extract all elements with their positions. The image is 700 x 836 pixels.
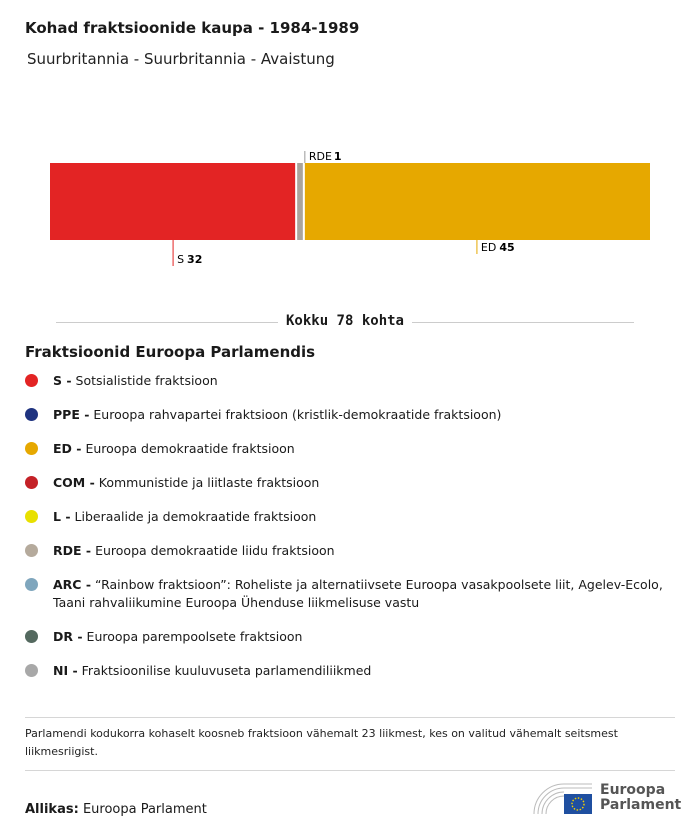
legend-item: ARC - “Rainbow fraktsioon”: Roheliste ja … (25, 576, 675, 612)
legend-code: DR - (53, 629, 83, 644)
legend-swatch (25, 510, 38, 523)
legend-code: PPE - (53, 407, 90, 422)
european-parliament-logo: Euroopa Parlament (530, 780, 681, 816)
legend-name: Euroopa rahvapartei fraktsioon (kristlik… (93, 407, 502, 422)
legend-item: ED - Euroopa demokraatide fraktsioon (25, 440, 675, 458)
legend-name: Euroopa demokraatide fraktsioon (85, 441, 295, 456)
legend: S - Sotsialistide fraktsioon PPE - Euroopa … (25, 372, 675, 696)
legend-item: RDE - Euroopa demokraatide liidu fraktsio… (25, 542, 675, 560)
legend-swatch (25, 544, 38, 557)
total-seats: Kokku 78 kohta (56, 312, 634, 332)
bar-label: ED 45 (481, 241, 515, 254)
legend-swatch (25, 408, 38, 421)
legend-swatch (25, 664, 38, 677)
legend-name: Euroopa demokraatide liidu fraktsioon (95, 543, 335, 558)
source: Allikas: Euroopa Parlament (25, 802, 207, 817)
chart-title: Kohad fraktsioonide kaupa - 1984-1989 (25, 19, 360, 37)
legend-code: L - (53, 509, 71, 524)
legend-code: ARC - (53, 577, 92, 592)
legend-item: NI - Fraktsioonilise kuuluvuseta parlamen… (25, 662, 675, 680)
footnote: Parlamendi kodukorra kohaselt koosneb fr… (25, 727, 618, 758)
legend-item: DR - Euroopa parempoolsete fraktsioon (25, 628, 675, 646)
bar-label: S 32 (177, 253, 202, 266)
legend-item: PPE - Euroopa rahvapartei fraktsioon (kri… (25, 406, 675, 424)
legend-name: Euroopa parempoolsete fraktsioon (86, 629, 303, 644)
legend-name: Sotsialistide fraktsioon (75, 373, 218, 388)
legend-name: “Rainbow fraktsioon”: Roheliste ja alter… (53, 577, 663, 610)
legend-swatch (25, 476, 38, 489)
legend-code: S - (53, 373, 72, 388)
seat-bar-chart: S 32 RDE 1 ED 45 (50, 150, 650, 266)
legend-swatch (25, 630, 38, 643)
legend-item: S - Sotsialistide fraktsioon (25, 372, 675, 390)
logo-line1: Euroopa (600, 782, 666, 798)
legend-swatch (25, 374, 38, 387)
legend-item: L - Liberaalide ja demokraatide fraktsioo… (25, 508, 675, 526)
legend-code: COM - (53, 475, 95, 490)
total-label: Kokku 78 kohta (277, 313, 412, 329)
bar-S (50, 163, 296, 240)
legend-code: ED - (53, 441, 82, 456)
legend-swatch (25, 578, 38, 591)
legend-name: Kommunistide ja liitlaste fraktsioon (98, 475, 320, 490)
source-label: Allikas: (25, 802, 79, 817)
legend-swatch (25, 442, 38, 455)
divider (25, 770, 675, 771)
bar-label: RDE 1 (309, 150, 342, 163)
legend-item: COM - Kommunistide ja liitlaste fraktsioo… (25, 474, 675, 492)
source-value: Euroopa Parlament (82, 802, 207, 817)
legend-code: NI - (53, 663, 78, 678)
legend-code: RDE - (53, 543, 92, 558)
legend-name: Liberaalide ja demokraatide fraktsioon (74, 509, 317, 524)
divider (25, 717, 675, 718)
bar-RDE (297, 163, 303, 240)
chart-subtitle: Suurbritannia - Suurbritannia - Avaistun… (27, 50, 335, 68)
legend-title: Fraktsioonid Euroopa Parlamendis (25, 343, 316, 361)
legend-name: Fraktsioonilise kuuluvuseta parlamendili… (81, 663, 372, 678)
parliament-hemicycle-icon (533, 783, 592, 815)
logo-line2: Parlament (600, 797, 682, 813)
bar-ED (304, 163, 650, 240)
